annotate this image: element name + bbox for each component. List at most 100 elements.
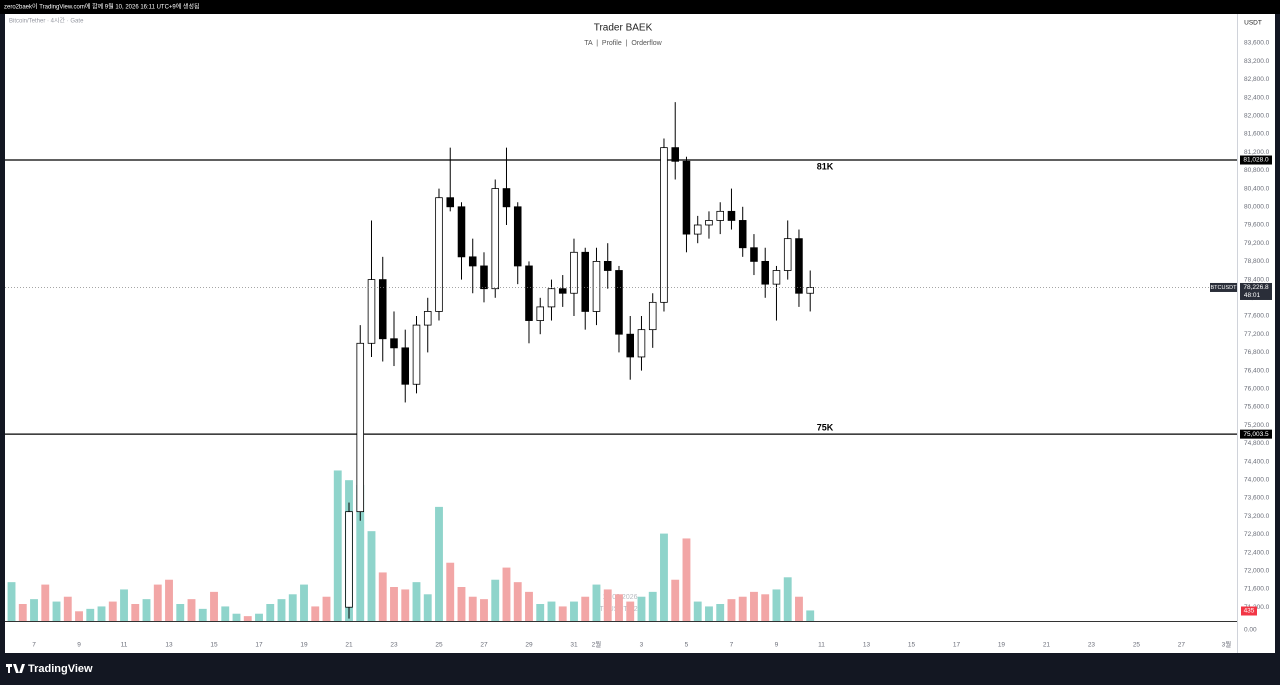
x-tick-label: 15 bbox=[908, 642, 916, 649]
y-tick-label: 75,600.0 bbox=[1244, 404, 1270, 411]
volume-bar bbox=[626, 601, 635, 621]
volume-bar bbox=[7, 582, 16, 621]
y-tick-label: 81,200.0 bbox=[1244, 149, 1270, 156]
volume-bar bbox=[52, 601, 61, 621]
x-tick-label: 13 bbox=[863, 642, 871, 649]
candle-body bbox=[626, 333, 634, 358]
volume-bar bbox=[671, 579, 680, 621]
volume-bar bbox=[266, 604, 275, 621]
volume-bar bbox=[255, 613, 263, 621]
price-tag-label: 78,226.8 bbox=[1243, 284, 1269, 291]
volume-bar bbox=[356, 485, 365, 621]
volume-bar bbox=[243, 616, 252, 621]
volume-bar bbox=[682, 538, 691, 621]
x-tick-label: 15 bbox=[210, 642, 218, 649]
x-tick-label: 17 bbox=[953, 642, 961, 649]
volume-bar bbox=[547, 601, 556, 621]
candle-body bbox=[558, 288, 567, 294]
y-tick-label: 73,200.0 bbox=[1244, 513, 1270, 520]
y-tick-label: 78,800.0 bbox=[1244, 258, 1270, 265]
volume-bar bbox=[333, 470, 342, 621]
level-tag-label: 75,003.5 bbox=[1243, 431, 1269, 438]
volume-bar bbox=[198, 608, 207, 621]
y-tick-label: 76,000.0 bbox=[1244, 386, 1270, 393]
volume-bar bbox=[390, 587, 398, 621]
volume-bar bbox=[63, 596, 72, 621]
candle-body bbox=[592, 260, 601, 312]
level-name: 75K bbox=[817, 423, 834, 433]
volume-bar bbox=[570, 601, 578, 621]
candle-body bbox=[525, 265, 533, 321]
volume-bar bbox=[221, 606, 230, 621]
chart-title: Trader BAEK bbox=[594, 23, 653, 34]
y-tick-label: 72,000.0 bbox=[1244, 568, 1270, 575]
price-tag bbox=[1240, 282, 1272, 300]
volume-bar bbox=[187, 599, 196, 621]
top-bar bbox=[0, 0, 1280, 14]
logo bbox=[6, 664, 25, 673]
candle-body bbox=[705, 220, 713, 226]
x-tick-label: 21 bbox=[1043, 642, 1051, 649]
candle-body bbox=[446, 197, 455, 208]
x-tick-label: 17 bbox=[255, 642, 263, 649]
volume-bar bbox=[288, 594, 297, 621]
x-tick-label: 11 bbox=[121, 642, 128, 649]
candle-body bbox=[390, 338, 398, 349]
volume-bar bbox=[378, 572, 387, 621]
volume-bar bbox=[637, 596, 646, 621]
candle-body bbox=[547, 288, 556, 308]
candle-body bbox=[457, 206, 466, 258]
volume-tag bbox=[1241, 606, 1257, 616]
y-tick-label: 83,200.0 bbox=[1244, 58, 1270, 65]
volume-bar bbox=[412, 582, 421, 621]
x-tick-label: 2월 bbox=[592, 640, 602, 649]
candle-body bbox=[761, 260, 769, 285]
candle-body bbox=[581, 251, 590, 312]
volume-bar bbox=[558, 606, 567, 621]
y-tick-label: 80,800.0 bbox=[1244, 167, 1270, 174]
candle-body bbox=[603, 260, 612, 271]
volume-bar bbox=[795, 596, 803, 621]
volume-bar bbox=[513, 582, 522, 621]
volume-bar bbox=[401, 589, 410, 621]
volume-bar bbox=[210, 591, 218, 621]
y-tick-label: 81,600.0 bbox=[1244, 131, 1270, 138]
candle-body bbox=[615, 270, 623, 335]
volume-bar bbox=[322, 596, 331, 621]
candle-body bbox=[412, 324, 421, 385]
y-tick-label: 80,000.0 bbox=[1244, 204, 1270, 211]
volume-bar bbox=[615, 594, 623, 621]
candle-body bbox=[648, 301, 657, 331]
x-tick-label: 9 bbox=[775, 642, 779, 649]
volume-bar bbox=[727, 599, 736, 621]
candle-body bbox=[435, 197, 443, 312]
volume-bar bbox=[468, 596, 477, 621]
volume-bar bbox=[491, 579, 500, 621]
volume-bar bbox=[738, 596, 747, 621]
volume-bar bbox=[603, 589, 612, 621]
y-tick-label: 76,400.0 bbox=[1244, 367, 1270, 374]
candle-body bbox=[356, 342, 365, 513]
candle-body bbox=[795, 238, 803, 294]
y-tick-label: 74,400.0 bbox=[1244, 458, 1270, 465]
candle-body bbox=[716, 210, 724, 221]
volume-bar bbox=[165, 579, 173, 621]
volume-bar bbox=[592, 584, 601, 621]
y-tick-label: 83,600.0 bbox=[1244, 40, 1270, 47]
candle-body bbox=[637, 329, 646, 358]
x-tick-label: 21 bbox=[345, 642, 353, 649]
x-tick-label: 27 bbox=[480, 642, 488, 649]
y-tick-label: 79,200.0 bbox=[1244, 240, 1270, 247]
x-tick-label: 9 bbox=[77, 642, 81, 649]
volume-bar bbox=[435, 506, 443, 621]
candle-body bbox=[513, 206, 522, 267]
candle-body bbox=[570, 251, 578, 294]
chart-subtitle: TA | Profile | Orderflow bbox=[584, 40, 662, 47]
brand: TradingView bbox=[28, 663, 93, 675]
y-tick-label: 72,400.0 bbox=[1244, 549, 1270, 556]
y-tick-label: 82,400.0 bbox=[1244, 94, 1270, 101]
x-tick-label: 11 bbox=[818, 642, 825, 649]
volume-bar bbox=[536, 604, 545, 621]
